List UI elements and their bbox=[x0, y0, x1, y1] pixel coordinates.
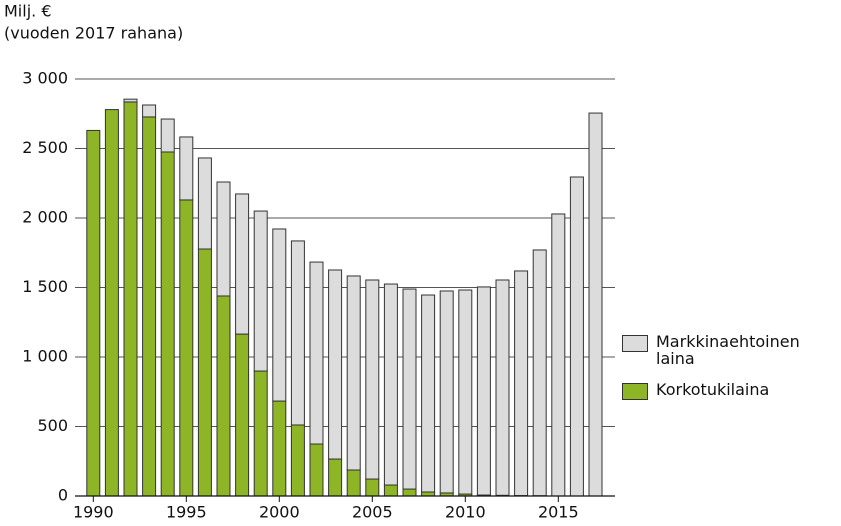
bar-segment bbox=[346, 275, 361, 471]
y-tick-label: 1 500 bbox=[22, 277, 68, 296]
legend-item: Korkotukilaina bbox=[622, 381, 837, 400]
bar-segment bbox=[142, 104, 157, 118]
bar-segment bbox=[197, 248, 212, 497]
bar-segment bbox=[290, 424, 305, 497]
bar-segment bbox=[272, 228, 287, 402]
y-tick-label: 2 000 bbox=[22, 208, 68, 227]
bar-segment bbox=[421, 491, 436, 497]
y-tick-label: 3 000 bbox=[22, 69, 68, 88]
bar-segment bbox=[216, 295, 231, 497]
legend-label: Markkinaehtoinen laina bbox=[656, 332, 800, 368]
bar-segment bbox=[421, 294, 436, 493]
bar-segment bbox=[197, 157, 212, 250]
x-tick-label: 1990 bbox=[73, 503, 114, 522]
bar-segment bbox=[309, 443, 324, 497]
bar-segment bbox=[365, 279, 380, 480]
x-tick-label: 1995 bbox=[166, 503, 207, 522]
bar-segment bbox=[588, 112, 603, 497]
legend-swatch bbox=[622, 335, 648, 352]
bar-segment bbox=[179, 199, 194, 497]
bar-segment bbox=[123, 101, 138, 497]
legend-item: Markkinaehtoinen laina bbox=[622, 333, 837, 367]
bar-segment bbox=[160, 118, 175, 153]
bar-segment bbox=[551, 213, 566, 497]
bar-segment bbox=[569, 176, 584, 497]
y-axis-label: Milj. € bbox=[4, 2, 52, 21]
bar-segment bbox=[383, 283, 398, 486]
bar-segment bbox=[328, 269, 343, 460]
x-tick-label: 2005 bbox=[352, 503, 393, 522]
bar-segment bbox=[365, 478, 380, 497]
bar-segment bbox=[532, 249, 547, 497]
x-tick-label: 2010 bbox=[445, 503, 486, 522]
legend-label: Korkotukilaina bbox=[656, 380, 770, 399]
y-tick-label: 1 000 bbox=[22, 347, 68, 366]
bar-segment bbox=[216, 181, 231, 297]
bar-segment bbox=[514, 270, 529, 497]
bar-segment bbox=[253, 210, 268, 372]
bar-segment bbox=[142, 116, 157, 497]
bar-segment bbox=[346, 469, 361, 497]
bar-segment bbox=[402, 488, 417, 497]
bar-segment bbox=[439, 290, 454, 494]
bar-segment bbox=[235, 193, 250, 335]
bar-segment bbox=[86, 129, 101, 497]
bar-segment bbox=[253, 370, 268, 497]
bar-segment bbox=[495, 279, 510, 496]
y-axis-label: (vuoden 2017 rahana) bbox=[4, 24, 183, 43]
y-tick-label: 2 500 bbox=[22, 138, 68, 157]
bar-segment bbox=[104, 109, 119, 497]
x-tick-label: 2000 bbox=[259, 503, 300, 522]
legend: Markkinaehtoinen laina Korkotukilaina bbox=[622, 333, 837, 414]
bar-segment bbox=[123, 98, 138, 103]
bar-segment bbox=[309, 261, 324, 445]
y-tick-label: 500 bbox=[37, 416, 68, 435]
x-tick-label: 2015 bbox=[538, 503, 579, 522]
legend-swatch bbox=[622, 383, 648, 400]
bar-segment bbox=[290, 240, 305, 426]
bar-segment bbox=[476, 286, 491, 496]
bar-segment bbox=[272, 400, 287, 497]
bar-segment bbox=[235, 333, 250, 497]
bar-segment bbox=[179, 136, 194, 201]
y-tick-label: 0 bbox=[58, 486, 68, 505]
bar-segment bbox=[160, 151, 175, 497]
bar-segment bbox=[328, 458, 343, 497]
bar-segment bbox=[458, 289, 473, 495]
bar-segment bbox=[383, 484, 398, 497]
bar-segment bbox=[402, 288, 417, 490]
